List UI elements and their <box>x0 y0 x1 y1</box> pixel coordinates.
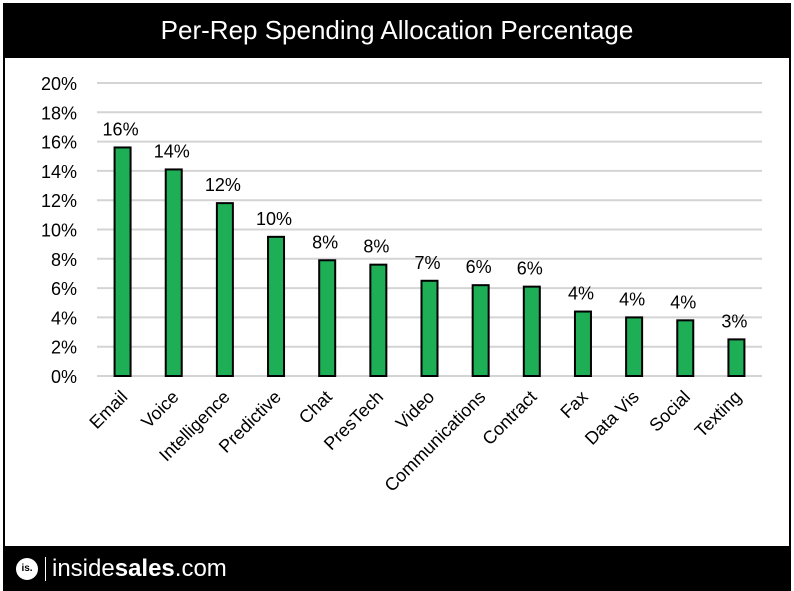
logo-divider <box>45 556 46 581</box>
data-label: 6% <box>517 259 543 279</box>
y-tick-label: 12% <box>41 191 77 211</box>
bar-predictive <box>267 235 286 377</box>
insidesales-logo-icon: is. <box>16 557 38 580</box>
data-label: 10% <box>256 209 292 229</box>
data-labels: 16% 14% 12% 10% 8% 8% 7% 6% 6% 4% 4% 4% 3% <box>103 119 748 331</box>
y-tick-label: 2% <box>51 338 77 358</box>
chart-title-bar: Per-Rep Spending Allocation Percentage <box>3 3 791 58</box>
x-tick-label: Texting <box>691 387 745 441</box>
y-tick-label: 18% <box>41 103 77 123</box>
bar-contract <box>522 285 541 378</box>
brand-part-sales: sales <box>114 554 175 582</box>
x-tick-label: Voice <box>137 387 182 432</box>
x-tick-label: Video <box>392 387 438 433</box>
x-tick-label: Data Vis <box>581 387 643 449</box>
y-tick-label: 4% <box>51 308 77 328</box>
bar-email <box>113 146 132 377</box>
bar-data-vis <box>625 316 644 377</box>
bars <box>113 146 746 378</box>
bar-chat <box>318 259 337 378</box>
data-label: 12% <box>205 175 241 195</box>
y-tick-label: 14% <box>41 162 77 182</box>
data-label: 4% <box>568 284 594 304</box>
brand-part-com: .com <box>174 554 227 582</box>
bar-fax <box>573 310 592 378</box>
bar-intelligence <box>215 202 234 377</box>
data-label: 4% <box>670 292 696 312</box>
y-tick-label: 20% <box>41 74 77 94</box>
x-tick-label: Social <box>645 387 694 436</box>
data-label: 16% <box>103 119 139 139</box>
data-label: 14% <box>154 141 190 161</box>
data-label: 4% <box>619 289 645 309</box>
y-tick-label: 16% <box>41 133 77 153</box>
data-label: 8% <box>312 232 338 252</box>
y-tick-label: 8% <box>51 250 77 270</box>
bar-communications <box>471 284 490 378</box>
bar-prestech <box>369 263 388 377</box>
chart-title: Per-Rep Spending Allocation Percentage <box>160 15 634 45</box>
y-tick-label: 10% <box>41 221 77 241</box>
data-label: 3% <box>721 311 747 331</box>
y-tick-label: 0% <box>51 367 77 387</box>
y-tick-label: 6% <box>51 279 77 299</box>
footer-bar: is. insidesales.com <box>3 546 791 591</box>
brand-part-inside: inside <box>52 554 115 582</box>
bar-texting <box>727 338 746 377</box>
x-tick-label: Contract <box>478 387 540 449</box>
bar-social <box>676 319 695 377</box>
y-axis-ticks: 0% 2% 4% 6% 8% 10% 12% 14% 16% 18% 20% <box>41 74 77 387</box>
chart-frame <box>3 3 791 591</box>
x-tick-label: Email <box>85 387 131 433</box>
brand-wordmark: insidesales.com <box>52 555 227 583</box>
bar-video <box>420 279 439 377</box>
bar-voice <box>164 168 183 377</box>
data-label: 8% <box>363 237 389 257</box>
x-tick-label: Fax <box>556 387 591 422</box>
data-label: 7% <box>414 253 440 273</box>
data-label: 6% <box>466 257 492 277</box>
x-tick-label: Chat <box>295 387 336 428</box>
